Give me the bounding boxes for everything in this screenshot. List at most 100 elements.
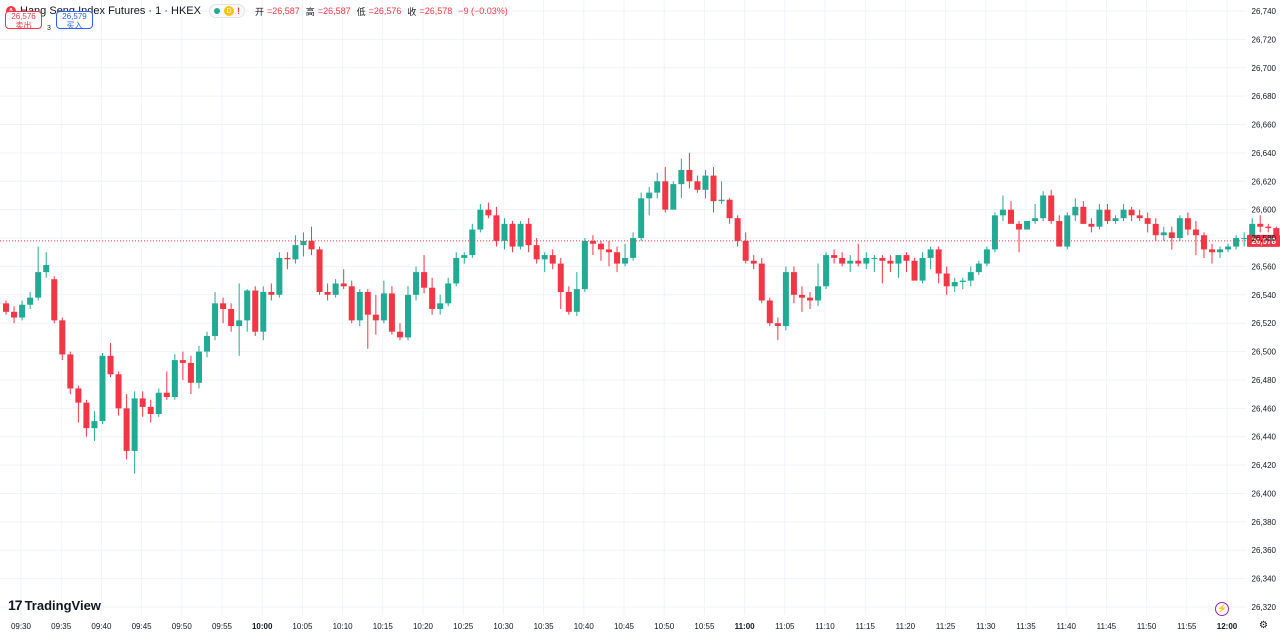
- candle-body: [694, 181, 701, 190]
- y-tick-label: 26,520: [1252, 319, 1277, 328]
- candle-body: [1048, 195, 1055, 222]
- candle-body: [541, 255, 548, 260]
- ohlc-values: 开 =26,587 高 =26,587 低 =26,576 收 =26,578 …: [255, 5, 511, 18]
- candle: [204, 331, 210, 358]
- y-tick-label: 26,540: [1252, 291, 1277, 300]
- candle: [171, 354, 178, 400]
- candle: [1016, 221, 1023, 253]
- gear-icon[interactable]: ⚙: [1259, 620, 1268, 631]
- candle: [461, 252, 468, 264]
- candle: [1168, 226, 1175, 250]
- candle: [1209, 243, 1215, 264]
- candle-body: [372, 314, 379, 321]
- candle: [975, 260, 982, 275]
- x-tick-label: 10:10: [333, 622, 354, 631]
- candle-body: [654, 181, 661, 193]
- candle-body: [115, 374, 122, 409]
- candle-body: [1112, 218, 1119, 222]
- chart-header: A Hang Seng Index Futures · 1 · HKEX D !…: [6, 4, 511, 18]
- candle: [557, 257, 564, 309]
- candle-body: [187, 362, 194, 383]
- status-badges[interactable]: D !: [208, 4, 245, 18]
- candle-body: [774, 323, 781, 327]
- candle-body: [1008, 209, 1014, 224]
- ohlc-open-key: 开: [254, 6, 264, 17]
- candle: [1088, 218, 1095, 233]
- delayed-badge-icon: D: [223, 6, 234, 16]
- x-tick-label: 11:45: [1097, 622, 1117, 631]
- candle: [1008, 201, 1014, 224]
- lightning-icon[interactable]: ⚡: [1215, 602, 1229, 616]
- candle: [276, 252, 283, 298]
- candle-body: [356, 291, 363, 321]
- candle-body: [1080, 206, 1087, 224]
- candle: [316, 246, 323, 295]
- candle: [1072, 198, 1079, 222]
- candle: [1064, 212, 1071, 250]
- candle-body: [123, 408, 130, 451]
- candle-body: [863, 257, 870, 264]
- candle-body: [3, 303, 9, 312]
- candle: [951, 277, 958, 292]
- candle: [879, 255, 886, 284]
- x-tick-label: 11:40: [1056, 622, 1076, 631]
- candle: [501, 218, 508, 250]
- candle: [758, 257, 765, 304]
- candle-body: [750, 260, 757, 264]
- candle-body: [348, 286, 355, 321]
- candle-body: [839, 257, 846, 264]
- candle: [179, 351, 186, 380]
- candle: [268, 283, 275, 301]
- candle: [212, 291, 219, 341]
- candle-body: [244, 290, 251, 321]
- candle-body: [437, 303, 444, 309]
- candle-body: [1016, 223, 1023, 230]
- candle-body: [477, 209, 484, 230]
- candle: [1160, 226, 1167, 241]
- x-tick-label: 09:55: [212, 622, 233, 631]
- candle-body: [525, 223, 532, 246]
- chart-grid: [0, 0, 1246, 615]
- candle-body: [1233, 238, 1240, 247]
- x-tick-label: 11:35: [1016, 622, 1036, 631]
- candle-body: [1257, 223, 1264, 227]
- candle-body: [742, 240, 749, 261]
- sell-button[interactable]: 26,576 卖出: [5, 11, 42, 30]
- candle: [421, 255, 428, 294]
- candle-body: [220, 303, 227, 309]
- candle-body: [935, 249, 942, 274]
- candle: [509, 221, 516, 253]
- candle-body: [469, 229, 476, 256]
- candle: [51, 276, 58, 324]
- x-tick-label: 11:10: [815, 622, 835, 631]
- candle-body: [380, 293, 387, 321]
- symbol-title[interactable]: Hang Seng Index Futures · 1 · HKEX: [20, 5, 201, 17]
- y-tick-label: 26,620: [1252, 177, 1277, 186]
- candle-body: [27, 297, 34, 305]
- candle-body: [332, 283, 339, 295]
- candle-body: [308, 240, 315, 250]
- candle: [453, 252, 460, 287]
- candle-body: [35, 272, 42, 298]
- candle: [855, 243, 862, 267]
- buy-button[interactable]: 26,579 买入: [56, 11, 93, 30]
- candle-body: [565, 291, 572, 312]
- candle: [123, 394, 130, 460]
- candle: [1233, 235, 1240, 250]
- candle-body: [686, 169, 693, 182]
- x-tick-label: 10:25: [453, 622, 474, 631]
- y-tick-label: 26,700: [1252, 64, 1277, 73]
- candle: [782, 266, 789, 331]
- candle: [847, 255, 854, 273]
- y-tick-label: 26,660: [1252, 121, 1277, 130]
- candle: [67, 351, 74, 395]
- last-price-line: 26,578: [0, 234, 1280, 247]
- candle-body: [131, 398, 138, 451]
- candle: [163, 371, 170, 400]
- x-tick-label: 10:00: [252, 622, 273, 631]
- candle: [187, 355, 194, 395]
- y-tick-label: 26,720: [1252, 35, 1277, 44]
- candle: [1217, 246, 1224, 258]
- tradingview-logo[interactable]: 17 TradingView: [8, 597, 101, 613]
